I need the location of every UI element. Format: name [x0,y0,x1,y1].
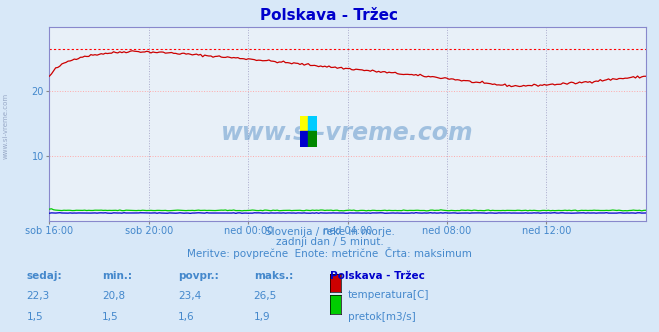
Text: Slovenija / reke in morje.: Slovenija / reke in morje. [264,227,395,237]
Text: Polskava - Tržec: Polskava - Tržec [260,8,399,23]
Text: www.si-vreme.com: www.si-vreme.com [2,93,9,159]
Text: pretok[m3/s]: pretok[m3/s] [348,312,416,322]
Text: www.si-vreme.com: www.si-vreme.com [221,122,474,145]
Text: 22,3: 22,3 [26,290,49,300]
Text: 23,4: 23,4 [178,290,201,300]
Text: temperatura[C]: temperatura[C] [348,290,430,300]
Text: 20,8: 20,8 [102,290,125,300]
Text: sedaj:: sedaj: [26,271,62,281]
Text: 1,5: 1,5 [26,312,43,322]
Text: 1,9: 1,9 [254,312,270,322]
Text: maks.:: maks.: [254,271,293,281]
Text: min.:: min.: [102,271,132,281]
Text: 1,5: 1,5 [102,312,119,322]
Text: Meritve: povprečne  Enote: metrične  Črta: maksimum: Meritve: povprečne Enote: metrične Črta:… [187,247,472,259]
Text: Polskava - Tržec: Polskava - Tržec [330,271,424,281]
Text: 26,5: 26,5 [254,290,277,300]
Text: zadnji dan / 5 minut.: zadnji dan / 5 minut. [275,237,384,247]
Text: povpr.:: povpr.: [178,271,219,281]
Text: 1,6: 1,6 [178,312,194,322]
